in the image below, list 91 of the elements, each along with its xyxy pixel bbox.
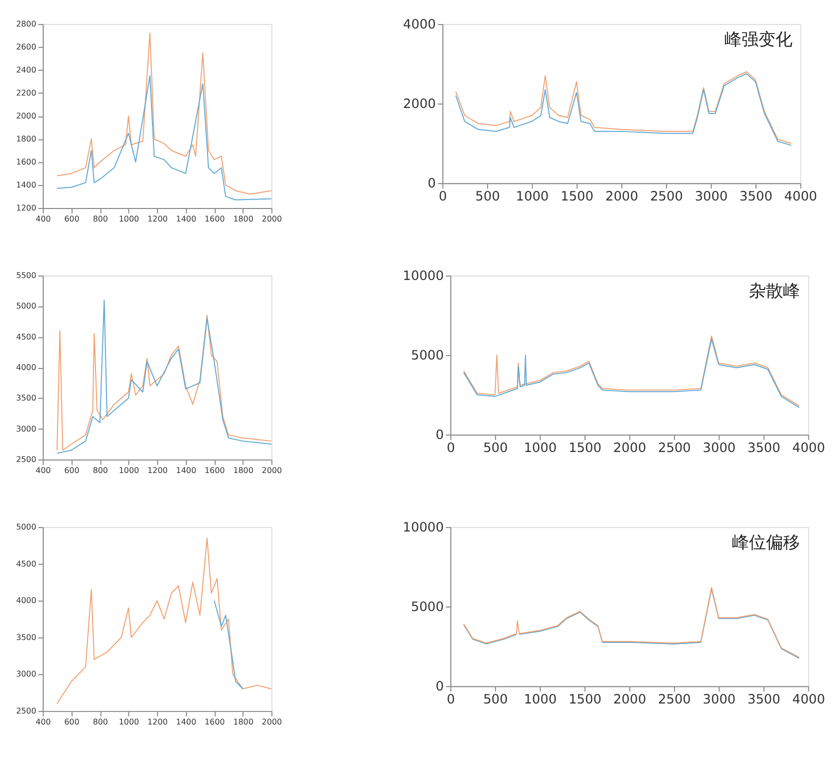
y-tick-label: 2000 (403, 97, 436, 112)
x-tick-label: 1500 (560, 189, 594, 204)
y-tick-label: 2000 (16, 111, 36, 120)
x-tick-label: 3000 (702, 692, 736, 708)
x-tick-label: 4000 (792, 440, 826, 456)
x-tick-label: 4000 (792, 692, 826, 708)
x-tick-label: 3500 (748, 440, 780, 456)
y-tick-label: 4000 (16, 362, 36, 372)
x-tick-label: 1500 (568, 440, 602, 456)
y-tick-label: 4500 (16, 332, 36, 342)
x-tick-label: 800 (92, 466, 108, 475)
x-tick-label: 1000 (118, 466, 140, 475)
x-tick-label: 3500 (748, 692, 780, 708)
x-tick-label: 1000 (118, 717, 140, 726)
x-tick-label: 2000 (262, 214, 282, 224)
line-series (56, 538, 272, 704)
x-tick-label: 1500 (568, 692, 602, 708)
x-tick-label: 500 (483, 440, 508, 456)
x-tick-label: 2500 (658, 692, 691, 708)
x-tick-label: 500 (483, 692, 508, 708)
x-tick-label: 600 (64, 466, 80, 475)
annotation: 峰位偏移 (732, 532, 800, 552)
y-tick-label: 0 (436, 428, 444, 444)
y-tick-label: 5000 (16, 522, 36, 532)
y-tick-label: 3500 (16, 394, 36, 403)
x-tick-label: 2000 (262, 717, 282, 726)
x-tick-label: 1600 (204, 717, 225, 726)
x-tick-label: 3000 (694, 189, 728, 204)
y-tick-label: 5000 (16, 302, 36, 311)
x-tick-label: 2500 (658, 440, 691, 456)
y-tick-label: 2800 (16, 20, 36, 29)
x-tick-label: 2500 (650, 189, 683, 204)
x-tick-label: 2000 (613, 692, 646, 708)
y-tick-label: 2200 (16, 88, 36, 98)
y-tick-label: 5000 (410, 348, 444, 364)
x-tick-label: 1200 (147, 717, 168, 726)
y-tick-label: 2500 (16, 706, 36, 716)
x-tick-label: 400 (36, 214, 51, 224)
x-tick-label: 800 (92, 214, 108, 224)
x-tick-label: 500 (475, 189, 500, 204)
annotation: 杂散峰 (749, 280, 800, 300)
x-tick-label: 1400 (176, 466, 196, 475)
x-tick-label: 600 (64, 717, 80, 726)
x-tick-label: 1200 (147, 214, 168, 224)
y-tick-label: 3500 (16, 632, 36, 642)
x-tick-label: 1400 (176, 717, 196, 726)
x-tick-label: 1600 (204, 466, 225, 475)
x-tick-label: 2000 (262, 466, 282, 475)
x-tick-label: 1800 (233, 466, 254, 475)
y-tick-label: 4500 (16, 559, 36, 568)
y-tick-label: 2600 (16, 42, 36, 52)
y-tick-label: 10000 (402, 520, 444, 536)
x-tick-label: 4000 (784, 189, 818, 204)
x-tick-label: 0 (446, 692, 455, 708)
line-series (214, 600, 244, 690)
x-tick-label: 3000 (702, 440, 736, 456)
x-tick-label: 800 (92, 717, 108, 726)
x-tick-label: 3500 (740, 189, 772, 204)
x-tick-label: 1200 (147, 466, 168, 475)
y-tick-label: 1400 (16, 180, 36, 190)
x-tick-label: 400 (36, 466, 51, 475)
x-tick-label: 1600 (204, 214, 225, 224)
y-tick-label: 1600 (16, 157, 36, 166)
x-tick-label: 1000 (516, 189, 549, 204)
x-tick-label: 1000 (524, 440, 557, 456)
y-tick-label: 2500 (16, 454, 36, 464)
x-tick-label: 2000 (605, 189, 638, 204)
x-tick-label: 600 (64, 214, 80, 224)
y-tick-label: 5500 (16, 271, 36, 280)
annotation: 峰强变化 (724, 28, 792, 49)
x-tick-label: 1800 (233, 717, 254, 726)
x-tick-label: 0 (446, 440, 455, 456)
x-tick-label: 1000 (118, 214, 140, 224)
y-tick-label: 1200 (16, 203, 36, 212)
y-tick-label: 0 (428, 176, 436, 192)
y-tick-label: 4000 (16, 596, 36, 606)
line-series (56, 75, 272, 200)
y-tick-label: 10000 (402, 269, 444, 284)
x-tick-label: 1000 (524, 692, 557, 708)
x-tick-label: 2000 (613, 440, 646, 456)
line-series (56, 32, 272, 195)
y-tick-label: 3000 (16, 670, 36, 679)
x-tick-label: 1400 (176, 214, 196, 224)
y-tick-label: 4000 (403, 18, 436, 33)
y-tick-label: 2400 (16, 66, 36, 75)
y-tick-label: 1800 (16, 134, 36, 144)
y-tick-label: 3000 (16, 424, 36, 434)
x-tick-label: 400 (36, 717, 51, 726)
x-tick-label: 1800 (233, 214, 254, 224)
y-tick-label: 5000 (410, 600, 444, 616)
y-tick-label: 0 (436, 680, 444, 695)
